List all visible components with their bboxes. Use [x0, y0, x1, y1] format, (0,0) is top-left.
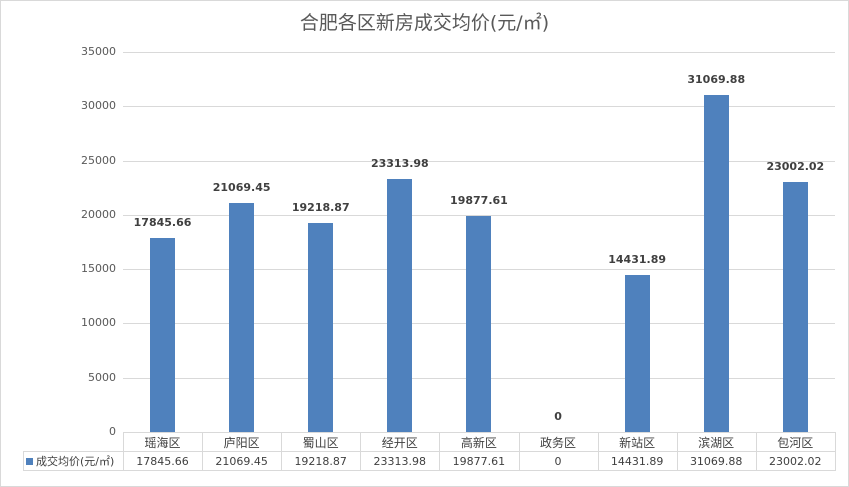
table-value: 14431.89 [610, 455, 664, 468]
data-label: 17845.66 [133, 216, 192, 230]
table-line [23, 451, 835, 452]
table-line [519, 432, 520, 471]
category-label: 新站区 [619, 436, 656, 450]
category-label: 瑶海区 [144, 436, 181, 450]
data-label: 14431.89 [608, 253, 667, 267]
category-label: 高新区 [460, 436, 497, 450]
data-label: 19877.61 [450, 194, 508, 208]
bar-2 [229, 203, 255, 432]
legend-swatch-icon [26, 457, 33, 465]
gridline [123, 106, 835, 107]
table-line [23, 470, 835, 471]
category-label: 滨湖区 [698, 436, 735, 450]
gridline [123, 215, 835, 216]
table-value: 19218.87 [294, 455, 347, 468]
table-value: 0 [554, 455, 562, 468]
bar-5 [466, 216, 492, 432]
bar-3 [308, 223, 334, 432]
table-line [439, 432, 440, 471]
bar-7 [624, 275, 650, 432]
bar-9 [782, 182, 808, 432]
table-line [677, 432, 678, 471]
y-tick-label: 30000 [81, 99, 116, 112]
table-line [281, 432, 282, 471]
y-tick-label: 20000 [81, 208, 116, 221]
y-tick-label: 25000 [81, 154, 116, 167]
chart-title: 合肥各区新房成交均价(元/㎡) [299, 12, 550, 34]
bar-8 [703, 94, 729, 432]
y-tick-label: 15000 [81, 262, 116, 275]
data-label: 23313.98 [370, 156, 429, 170]
table-line [123, 432, 124, 471]
table-value: 31069.88 [689, 455, 743, 468]
data-label: 21069.45 [212, 181, 271, 195]
gridline [123, 161, 835, 162]
category-label: 政务区 [539, 436, 576, 450]
y-tick-label: 10000 [81, 316, 116, 329]
table-line [756, 432, 757, 471]
data-label: 31069.88 [687, 72, 746, 86]
bar-4 [387, 178, 413, 432]
category-label: 包河区 [777, 436, 814, 450]
table-value: 23313.98 [373, 455, 427, 468]
data-label: 23002.02 [766, 160, 825, 174]
table-line [598, 432, 599, 471]
legend-label: 成交均价(元/㎡) [36, 455, 115, 468]
category-label: 经开区 [381, 436, 418, 450]
category-label: 庐阳区 [223, 436, 260, 450]
category-label: 蜀山区 [302, 436, 339, 450]
data-label: 0 [554, 410, 562, 423]
table-line [835, 432, 836, 471]
table-line [360, 432, 361, 471]
y-tick-label: 35000 [81, 45, 116, 58]
table-line [123, 432, 835, 433]
y-tick-label: 0 [109, 425, 116, 438]
bar-1 [150, 238, 176, 432]
table-value: 21069.45 [215, 455, 268, 468]
table-value: 17845.66 [136, 455, 189, 468]
gridline [123, 52, 835, 53]
table-value: 19877.61 [452, 455, 506, 468]
legend: 成交均价(元/㎡) [26, 453, 114, 469]
y-tick-label: 5000 [88, 371, 116, 384]
table-line [202, 432, 203, 471]
data-label: 19218.87 [291, 201, 350, 215]
table-line [23, 451, 24, 471]
table-value: 23002.02 [769, 455, 822, 468]
